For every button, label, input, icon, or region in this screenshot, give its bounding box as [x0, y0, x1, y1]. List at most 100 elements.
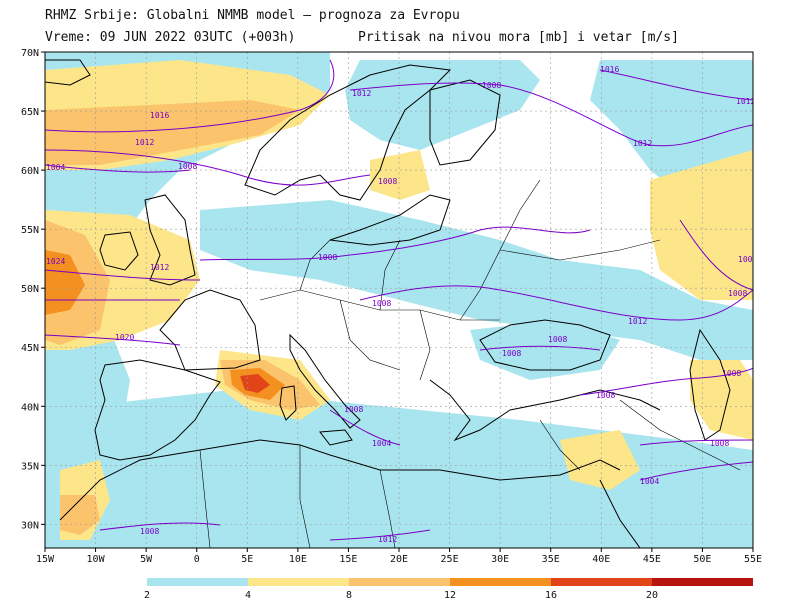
isobar-line — [479, 345, 601, 351]
lon-tick-label: 45E — [643, 554, 661, 565]
border-line — [379, 469, 396, 548]
legend-label: 8 — [346, 590, 352, 600]
black-sea-coast — [479, 319, 611, 371]
finland-coast — [429, 79, 501, 166]
map-title: RHMZ Srbije: Globalni NMMB model — progn… — [45, 8, 460, 23]
lon-tick-label: 15E — [339, 554, 357, 565]
isobar-label: 1008 — [548, 335, 567, 344]
lon-tick-label: 30E — [491, 554, 509, 565]
isobars — [45, 59, 753, 541]
border-line — [499, 239, 661, 261]
map-area: 1012 1008 1016 1012 1008 1016 1012 1008 … — [45, 52, 757, 548]
isobar-label: 1012 — [736, 97, 755, 106]
isobar-line — [45, 59, 335, 133]
wind-12-16-atlantic — [45, 250, 85, 315]
iberia-coast — [94, 359, 221, 461]
isobar-label: 1008 — [140, 527, 159, 536]
lat-tick-label: 45N — [21, 343, 39, 354]
isobar-label: 1004 — [640, 477, 659, 486]
legend-label: 12 — [444, 590, 456, 600]
lat-tick-label: 60N — [21, 166, 39, 177]
isobar-line — [199, 226, 591, 261]
wind-speed-legend: 2 4 8 12 16 20 — [144, 578, 753, 600]
wind-2-4-atlantic — [45, 52, 330, 548]
italy-coast — [289, 333, 361, 429]
lat-lon-gridlines — [45, 52, 753, 548]
scandinavia-coast — [244, 64, 452, 201]
lon-tick-label: 10E — [289, 554, 307, 565]
wind-4-8-russia-east — [650, 150, 753, 300]
isobar-label: 1008 — [728, 289, 747, 298]
lat-tick-label: 50N — [21, 284, 39, 295]
sicily-coast — [319, 429, 353, 446]
isobar-label: 1012 — [352, 89, 371, 98]
france-coast — [159, 289, 261, 371]
legend-swatch — [652, 578, 753, 586]
isobar-label: 1012 — [628, 317, 647, 326]
lon-tick-label: 40E — [592, 554, 610, 565]
isobar-label: 1008 — [482, 81, 501, 90]
border-line — [539, 419, 581, 471]
isobar-line — [329, 529, 431, 541]
legend-label: 16 — [545, 590, 557, 600]
lon-tick-label: 20E — [390, 554, 408, 565]
isobar-line — [639, 439, 753, 446]
legend-swatch — [349, 578, 450, 586]
wind-2-4-scandinavia — [345, 60, 540, 150]
wind-2-4-mediterranean — [60, 390, 753, 548]
isobar-line — [45, 149, 371, 186]
red-sea-coast — [599, 479, 641, 548]
border-line — [339, 299, 401, 371]
lon-tick-label: 25E — [441, 554, 459, 565]
border-line — [299, 239, 331, 291]
lon-tick-label: 0 — [194, 554, 200, 565]
isobar-label: 1008 — [738, 255, 757, 264]
isobar-label: 1008 — [318, 253, 337, 262]
lat-tick-label: 55N — [21, 225, 39, 236]
lon-tick-label: 15W — [36, 554, 55, 565]
isobar-label: 1008 — [178, 162, 197, 171]
lon-tick-label: 10W — [87, 554, 106, 565]
border-line — [299, 445, 311, 548]
isobar-label: 1008 — [596, 391, 615, 400]
iceland-coast — [45, 59, 91, 86]
field-description: Pritisak na nivou mora [mb] i vetar [m/s… — [358, 30, 679, 45]
wind-2-4-central-europe — [200, 200, 753, 360]
lon-tick-label: 50E — [693, 554, 711, 565]
legend-swatch — [248, 578, 349, 586]
isobar-labels: 1012 1008 1016 1012 1008 1016 1012 1008 … — [46, 65, 757, 544]
lon-tick-label: 55E — [744, 554, 762, 565]
wind-8-12-morocco — [60, 495, 100, 535]
legend-swatch — [551, 578, 652, 586]
longitude-axis: 15W 10W 5W 0 5E 10E 15E 20E 25E 30E 35E 40E 45E 50E 55… — [36, 548, 762, 565]
border-line — [379, 239, 401, 311]
wind-8-12-norwegian-sea — [45, 100, 300, 165]
wind-4-8-baltic — [370, 150, 430, 200]
isobar-label: 1008 — [502, 349, 521, 358]
lat-tick-label: 35N — [21, 461, 39, 472]
legend-swatch — [450, 578, 551, 586]
legend-label: 20 — [646, 590, 658, 600]
legend-label: 4 — [245, 590, 251, 600]
country-borders — [199, 179, 741, 548]
isobar-line — [349, 82, 753, 147]
baltic-coast — [329, 194, 451, 246]
lon-tick-label: 35E — [542, 554, 560, 565]
border-line — [619, 399, 741, 471]
lat-tick-label: 65N — [21, 107, 39, 118]
isobar-label: 1024 — [46, 257, 65, 266]
latitude-axis: 70N 65N 60N 55N 50N 45N 40N 35N 30N — [21, 48, 45, 531]
isobar-label: 1008 — [344, 405, 363, 414]
isobar-line — [99, 522, 221, 531]
isobar-line — [679, 219, 753, 291]
wind-4-8-caspian — [690, 360, 753, 440]
isobar-label: 1012 — [378, 535, 397, 544]
isobar-label: 1012 — [135, 138, 154, 147]
isobar-label: 1008 — [722, 369, 741, 378]
coastlines — [45, 59, 731, 548]
isobar-label: 1008 — [710, 439, 729, 448]
isobar-label: 1012 — [633, 139, 652, 148]
isobar-line — [329, 409, 401, 446]
isobar-line — [359, 285, 753, 321]
